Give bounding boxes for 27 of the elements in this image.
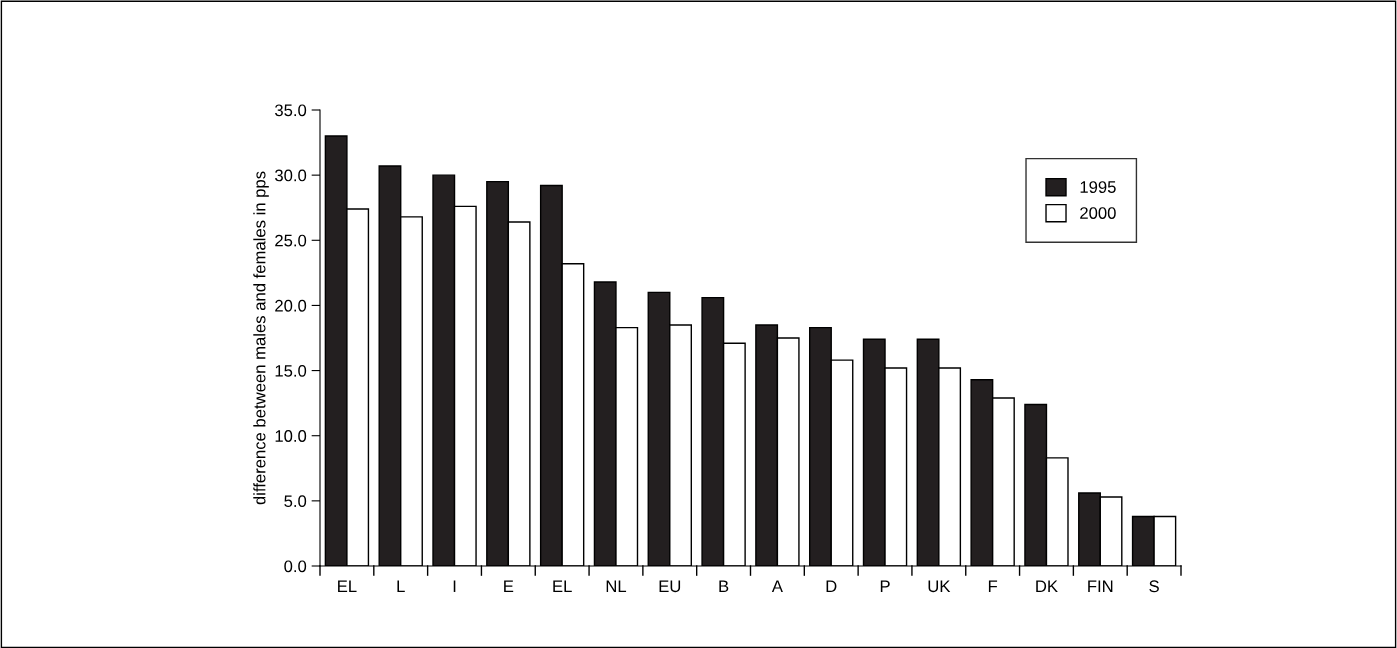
- x-tick-label: S: [1149, 580, 1159, 593]
- x-tick-label: EU: [659, 580, 681, 593]
- x-tick-label: D: [826, 580, 837, 592]
- x-tick-label: I: [453, 580, 456, 592]
- y-tick-label: 25.0: [275, 234, 307, 247]
- x-tick-label: NL: [606, 580, 627, 592]
- x-tick-label: B: [719, 580, 729, 592]
- y-tick-label: 10.0: [275, 430, 307, 442]
- y-tick-label: 30.0: [275, 169, 307, 182]
- legend-label: 1995: [1080, 181, 1116, 193]
- y-tick-label: 35.0: [275, 104, 307, 117]
- x-tick-label: FIN: [1088, 580, 1113, 592]
- x-tick-label: DK: [1036, 580, 1058, 592]
- x-tick-label: L: [397, 580, 405, 592]
- x-tick-label: P: [880, 580, 890, 592]
- y-tick-label: 20.0: [275, 299, 307, 312]
- x-tick-label: UK: [928, 580, 951, 593]
- y-tick-label: 5.0: [284, 495, 307, 508]
- x-tick-label: F: [988, 580, 998, 592]
- x-tick-label: E: [504, 580, 514, 592]
- x-tick-label: EL: [553, 580, 572, 592]
- legend-label: 2000: [1080, 207, 1116, 219]
- y-tick-label: 15.0: [275, 364, 307, 377]
- x-tick-label: A: [771, 580, 783, 592]
- y-tick-label: 0.0: [284, 560, 307, 573]
- x-tick-label: EL: [338, 580, 357, 592]
- y-axis-title: difference between males and females in pps: [253, 171, 269, 505]
